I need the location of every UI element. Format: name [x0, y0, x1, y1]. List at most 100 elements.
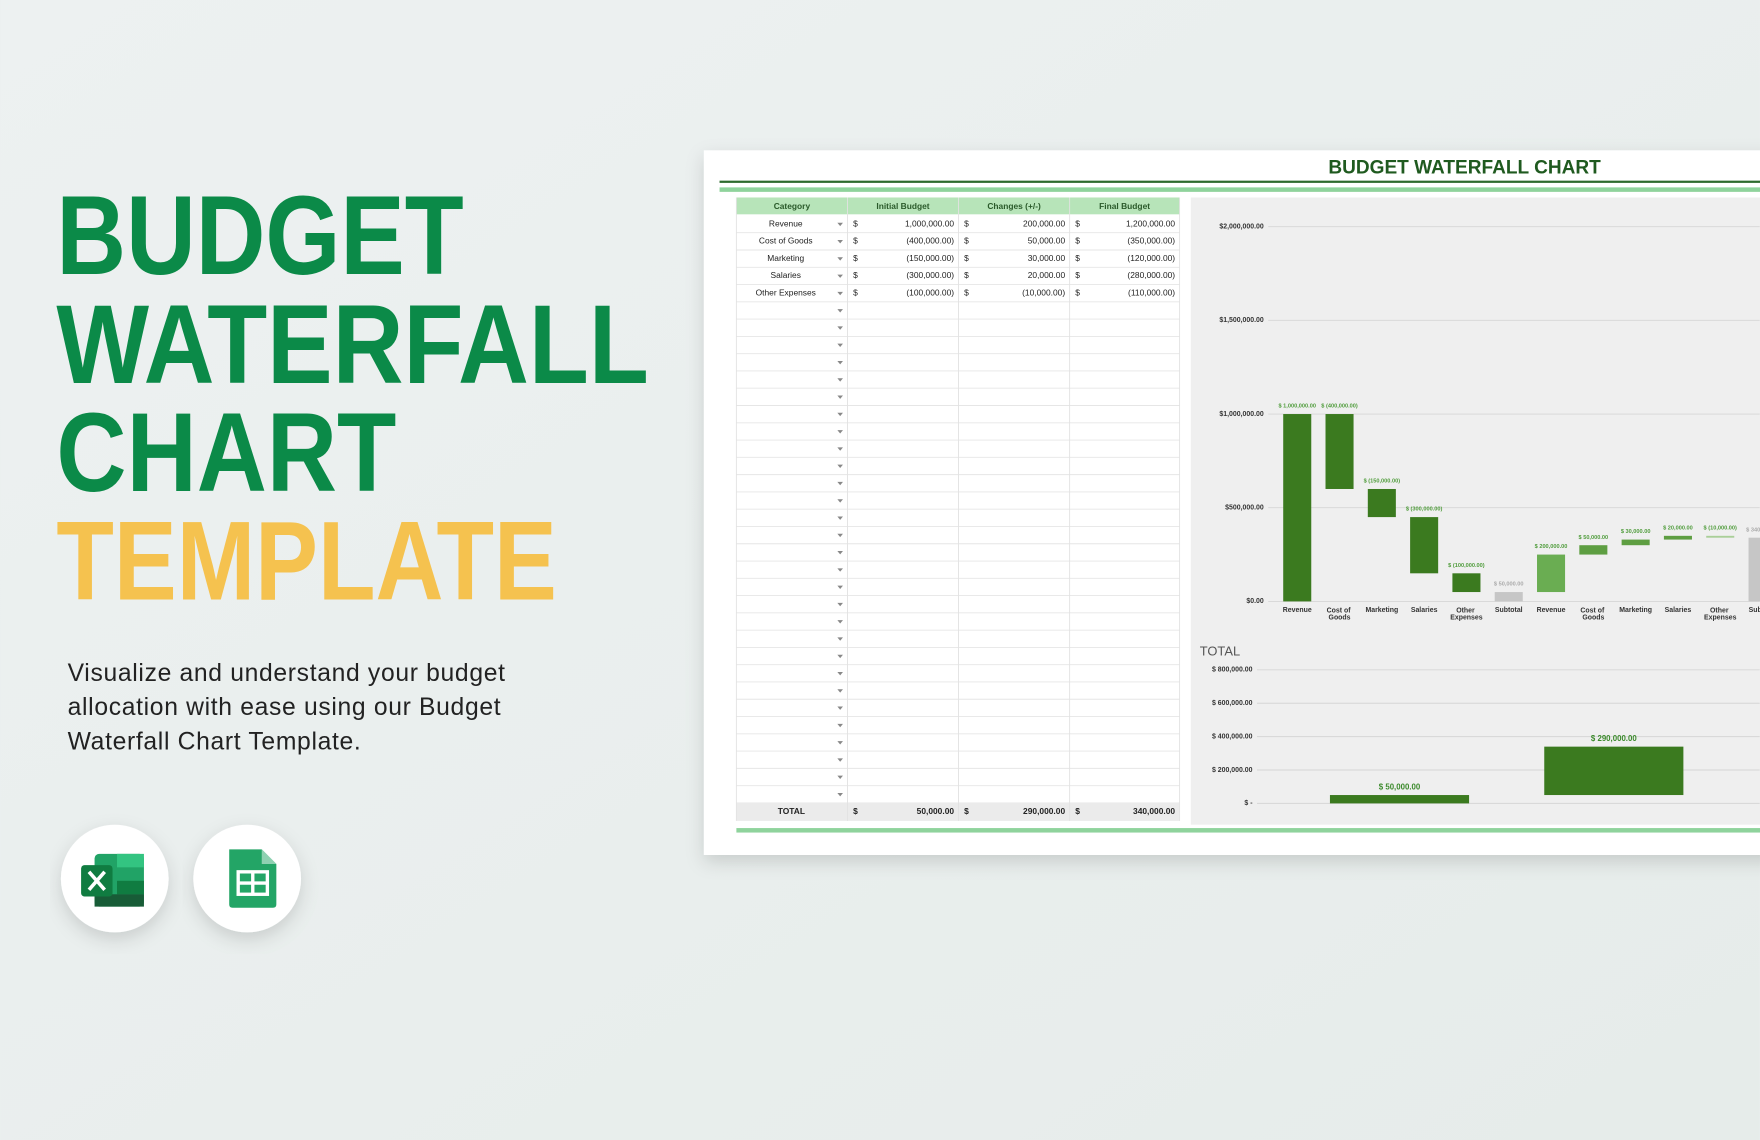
dropdown-arrow[interactable] — [837, 723, 843, 728]
y-tick-label: $1,500,000.00 — [1219, 317, 1264, 324]
x-tick-label: Subtotal — [1495, 607, 1523, 614]
hero-highlight: TEMPLATE — [56, 498, 556, 624]
dropdown-arrow[interactable] — [837, 551, 843, 555]
bar — [1706, 535, 1735, 538]
y-tick-label: $ - — [1244, 800, 1253, 807]
y-tick-label: $2,000,000.00 — [1219, 223, 1264, 230]
amount-cell: 1,000,000.00 — [905, 218, 954, 228]
dropdown-arrow[interactable] — [837, 637, 843, 641]
icon-shape — [117, 853, 144, 868]
currency-symbol: $ — [853, 287, 858, 297]
dropdown-arrow[interactable] — [837, 741, 843, 745]
dropdown-arrow[interactable] — [837, 309, 843, 313]
data-label: $ 50,000.00 — [1379, 782, 1421, 791]
amount-cell: 290,000.00 — [1023, 806, 1065, 816]
currency-symbol: $ — [964, 218, 969, 228]
dropdown-arrow[interactable] — [837, 343, 843, 348]
hero-title-line: WATERFALL — [56, 281, 648, 407]
currency-symbol: $ — [1075, 236, 1080, 246]
budget-table: Category Initial Budget Changes (+/-) Final… — [735, 197, 1181, 821]
currency-symbol: $ — [1075, 806, 1080, 816]
dropdown-arrow[interactable] — [837, 430, 843, 434]
dropdown-arrow[interactable] — [837, 378, 843, 382]
currency-symbol: $ — [1075, 287, 1080, 297]
amount-cell: (350,000.00) — [1127, 236, 1175, 246]
dropdown-arrow[interactable] — [837, 412, 843, 417]
category-cell: Marketing — [767, 253, 804, 263]
dropdown-arrow[interactable] — [837, 360, 843, 365]
category-cell: Revenue — [769, 218, 803, 228]
dropdown-arrow[interactable] — [837, 240, 843, 244]
dropdown-arrow[interactable] — [837, 499, 843, 503]
category-cell: Cost of Goods — [759, 236, 813, 246]
label-line: Cost of — [1580, 607, 1606, 614]
header-cell: Category — [774, 201, 811, 211]
amount-cell: (10,000.00) — [1022, 287, 1065, 297]
rule — [719, 180, 1760, 183]
amount-cell: 50,000.00 — [1028, 236, 1066, 246]
bar — [1410, 517, 1439, 574]
currency-symbol: $ — [853, 253, 858, 263]
charts: $0.00 $500,000.00 $1,000,000.00 $1,500,000.… — [1200, 223, 1760, 807]
dropdown-arrow[interactable] — [837, 481, 843, 486]
dropdown-arrow[interactable] — [837, 516, 843, 520]
amount-cell: (280,000.00) — [1127, 270, 1175, 280]
bar — [1663, 535, 1692, 540]
dropdown-arrow[interactable] — [837, 654, 843, 659]
amount-cell: 30,000.00 — [1028, 253, 1066, 263]
icon-shape — [117, 880, 144, 895]
x-tick-label: Revenue — [1283, 607, 1312, 614]
data-label: $ (400,000.00) — [1321, 404, 1358, 410]
data-label: $ (300,000.00) — [1406, 507, 1443, 513]
hero-description: Waterfall Chart Template. — [68, 728, 362, 755]
dropdown-arrow[interactable] — [837, 464, 843, 469]
currency-symbol: $ — [853, 218, 858, 228]
hero-description: allocation with ease using our Budget — [68, 694, 502, 721]
icon-shape — [94, 894, 144, 907]
dropdown-arrow[interactable] — [837, 602, 843, 607]
dropdown-arrow[interactable] — [837, 585, 843, 589]
dropdown-arrow[interactable] — [837, 568, 843, 572]
amount-cell: 20,000.00 — [1028, 270, 1066, 280]
dropdown-arrow[interactable] — [837, 620, 843, 624]
dropdown-arrow[interactable] — [837, 775, 843, 780]
currency-symbol: $ — [964, 806, 969, 816]
chart-area — [1190, 197, 1760, 825]
dropdown-arrow[interactable] — [837, 291, 843, 296]
data-label: $ (100,000.00) — [1448, 563, 1485, 569]
x-tick-label: Salaries — [1411, 607, 1438, 614]
category-cell: TOTAL — [778, 806, 805, 816]
dropdown-arrow[interactable] — [837, 447, 843, 451]
dropdown-arrow[interactable] — [837, 222, 843, 227]
dropdown-arrow[interactable] — [837, 706, 843, 710]
amount-cell: (150,000.00) — [906, 253, 954, 263]
bar — [1494, 592, 1523, 602]
rule — [719, 187, 1760, 192]
dropdown-arrow[interactable] — [837, 395, 843, 399]
label-line: Goods — [1329, 615, 1351, 622]
dropdown-arrow[interactable] — [837, 671, 843, 676]
amount-cell: (400,000.00) — [906, 236, 954, 246]
dropdown-arrow[interactable] — [837, 274, 843, 278]
hero-title-line: CHART — [56, 389, 396, 515]
y-tick-label: $500,000.00 — [1225, 505, 1264, 512]
label-line: Expenses — [1450, 615, 1483, 622]
sheets-icon[interactable] — [193, 824, 302, 933]
y-tick-label: $0.00 — [1246, 598, 1264, 605]
dropdown-arrow[interactable] — [837, 792, 843, 797]
excel-icon[interactable] — [60, 824, 169, 933]
x-tick-label: Cost of Goods — [1580, 607, 1606, 621]
dropdown-arrow[interactable] — [837, 326, 843, 330]
dropdown-arrow[interactable] — [837, 533, 843, 538]
bar — [1325, 414, 1354, 489]
data-label: $ (10,000.00) — [1704, 525, 1738, 531]
dropdown-arrow[interactable] — [837, 257, 843, 261]
sheet-title: BUDGET WATERFALL CHART — [1328, 157, 1601, 178]
bar — [1621, 539, 1650, 546]
data-label: $ 50,000.00 — [1494, 582, 1524, 588]
currency-symbol: $ — [964, 236, 969, 246]
dropdown-arrow[interactable] — [837, 689, 843, 693]
dropdown-arrow[interactable] — [837, 758, 843, 762]
x-tick-label: Salaries — [1665, 607, 1692, 614]
